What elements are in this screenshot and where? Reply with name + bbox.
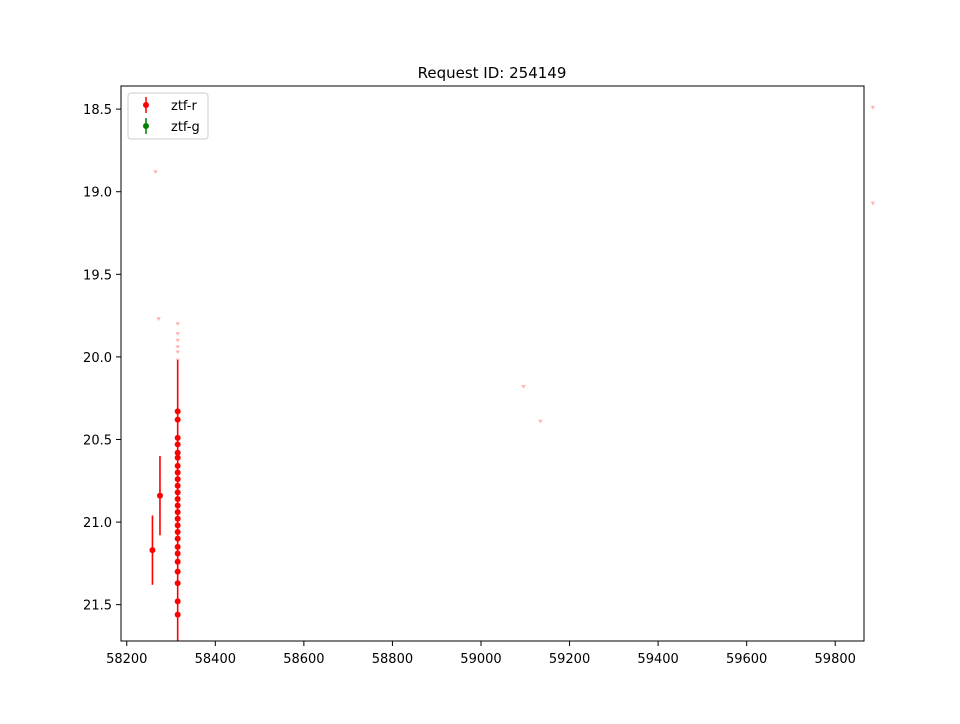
upper-limit-marker — [538, 419, 543, 424]
x-tick-label: 58400 — [195, 652, 236, 667]
legend-entry-ztf-r: ztf-r — [143, 97, 197, 114]
x-tick-label: 58200 — [106, 652, 147, 667]
point-ztf-r — [174, 515, 181, 522]
point-ztf-r — [156, 492, 163, 499]
point-ztf-r — [174, 441, 181, 448]
y-tick-label: 21.0 — [83, 516, 112, 531]
y-tick-label: 18.5 — [83, 103, 112, 118]
x-tick-label: 59800 — [815, 652, 856, 667]
point-ztf-r — [174, 462, 181, 469]
y-tick-label: 19.0 — [83, 186, 112, 201]
legend-marker-ztf-g — [143, 123, 149, 129]
point-ztf-r — [174, 535, 181, 542]
upper-limit-marker — [175, 350, 180, 355]
point-ztf-r — [174, 568, 181, 575]
point-ztf-r — [174, 611, 181, 618]
point-ztf-r — [174, 469, 181, 476]
upper-limit-marker — [175, 322, 180, 327]
upper-limit-marker — [521, 385, 526, 389]
point-ztf-r — [149, 547, 156, 554]
point-ztf-r — [174, 454, 181, 461]
point-ztf-r — [174, 558, 181, 565]
upper-limit-layer — [153, 105, 876, 424]
point-ztf-r — [174, 543, 181, 550]
point-ztf-r — [174, 495, 181, 502]
y-tick-label: 20.0 — [83, 351, 112, 366]
y-tick-label: 20.5 — [83, 433, 112, 448]
point-ztf-r — [174, 449, 181, 456]
point-ztf-r — [174, 489, 181, 496]
data-layer — [149, 360, 181, 641]
x-tick-label: 58600 — [283, 652, 324, 667]
point-ztf-r — [174, 550, 181, 557]
point-ztf-r — [174, 476, 181, 483]
upper-limit-marker — [156, 317, 161, 322]
legend-label-ztf-r: ztf-r — [171, 99, 197, 114]
upper-limit-marker — [870, 201, 876, 206]
upper-limit-marker — [175, 332, 180, 336]
x-tick-label: 59400 — [637, 652, 678, 667]
point-ztf-r — [174, 509, 181, 516]
x-axis: 58200 58400 58600 58800 59000 59200 59400 59600… — [106, 641, 856, 667]
point-ztf-r — [174, 502, 181, 509]
point-ztf-r — [174, 528, 181, 535]
point-ztf-r — [174, 522, 181, 529]
y-tick-label: 19.5 — [83, 268, 112, 283]
upper-limit-marker — [870, 105, 876, 110]
legend-marker-ztf-r — [143, 102, 149, 108]
y-axis: 18.5 19.0 19.5 20.0 20.5 21.0 21.5 — [83, 103, 121, 614]
point-ztf-r — [174, 434, 181, 441]
legend-entry-ztf-g: ztf-g — [143, 118, 200, 135]
legend-label-ztf-g: ztf-g — [171, 120, 200, 135]
plot-frame — [120, 85, 865, 642]
chart-title: Request ID: 254149 — [418, 64, 567, 82]
point-ztf-r — [174, 598, 181, 605]
point-ztf-r — [174, 416, 181, 423]
legend: ztf-r ztf-g — [127, 92, 209, 140]
x-tick-label: 59600 — [726, 652, 767, 667]
x-tick-label: 58800 — [372, 652, 413, 667]
x-tick-label: 59000 — [460, 652, 501, 667]
point-ztf-r — [174, 408, 181, 415]
y-tick-label: 21.5 — [83, 599, 112, 614]
upper-limit-marker — [175, 345, 180, 350]
point-ztf-r — [174, 482, 181, 489]
plot-area — [121, 86, 864, 641]
upper-limit-marker — [175, 338, 180, 343]
upper-limit-marker — [153, 170, 158, 175]
x-tick-label: 59200 — [549, 652, 590, 667]
point-ztf-r — [174, 580, 181, 587]
